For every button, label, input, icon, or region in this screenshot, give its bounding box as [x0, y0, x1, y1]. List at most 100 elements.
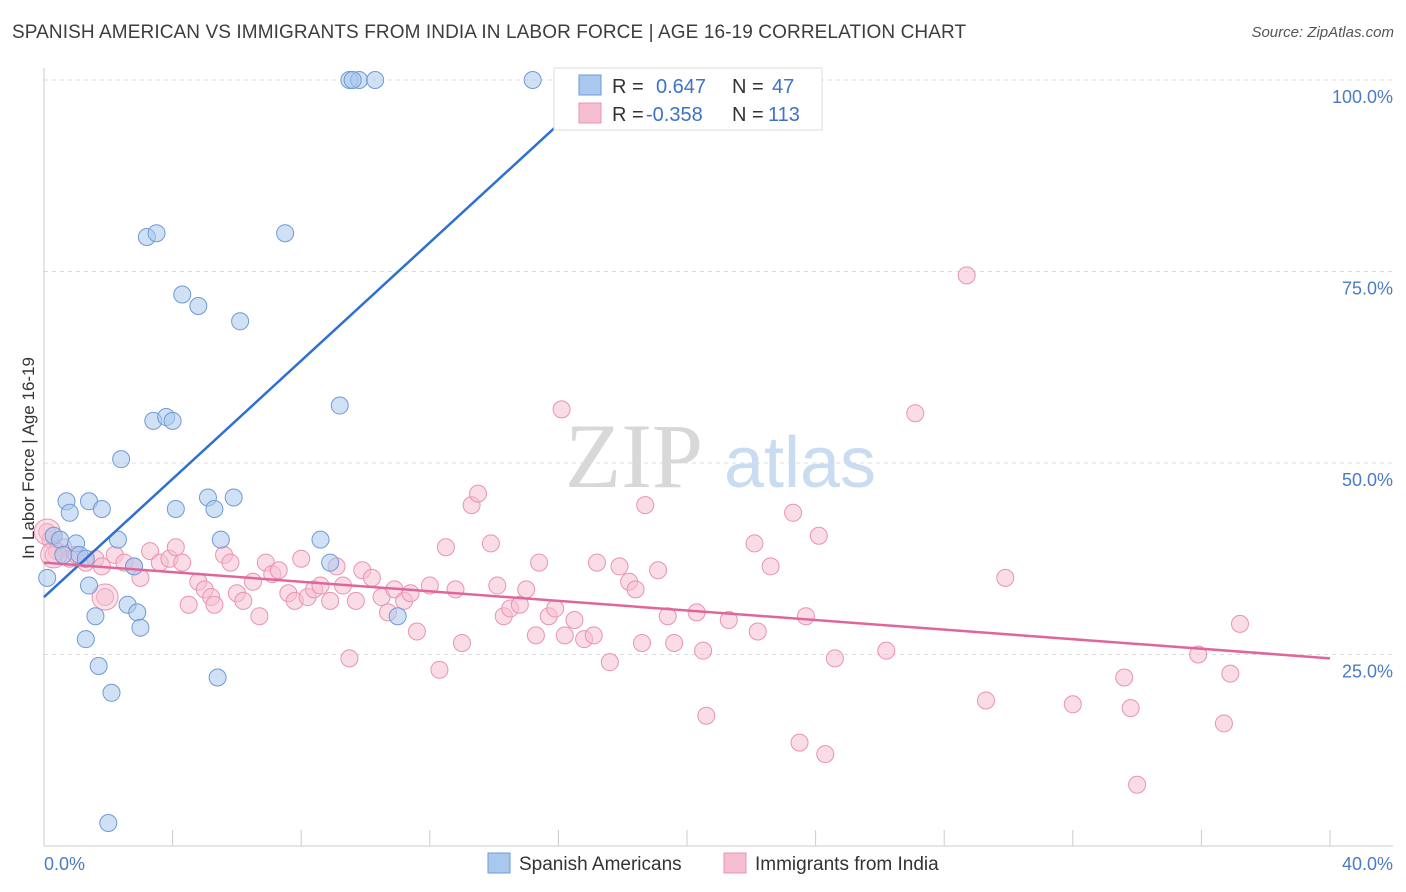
data-point	[38, 568, 57, 587]
bottom-legend-swatch-india	[723, 852, 747, 874]
y-tick-label: 75.0%	[1342, 279, 1393, 299]
data-point	[362, 568, 381, 587]
data-point	[587, 553, 606, 572]
data-point	[89, 656, 108, 675]
y-tick-label: 100.0%	[1332, 87, 1393, 107]
y-axis-label: In Labor Force | Age 16-19	[19, 357, 38, 559]
data-point	[600, 653, 619, 672]
trend-line-1	[43, 561, 1331, 660]
data-point	[510, 595, 529, 614]
data-point	[166, 499, 185, 518]
data-point	[208, 668, 227, 687]
x-tick-max: 40.0%	[1342, 854, 1393, 874]
data-point	[517, 580, 536, 599]
data-point	[552, 400, 571, 419]
data-point	[340, 649, 359, 668]
legend-r-label-2: R =	[612, 104, 644, 126]
data-point	[243, 572, 262, 591]
data-point	[584, 626, 603, 645]
data-point	[481, 534, 500, 553]
data-point	[906, 404, 925, 423]
trend-line-0	[43, 79, 608, 598]
data-point	[311, 530, 330, 549]
data-point	[555, 626, 574, 645]
data-point	[825, 649, 844, 668]
data-point	[311, 576, 330, 595]
series-legend: Spanish Americans Immigrants from India	[487, 852, 939, 875]
data-point	[469, 484, 488, 503]
data-point	[761, 557, 780, 576]
data-point	[173, 553, 192, 572]
legend-n-label-1: N =	[732, 76, 764, 98]
data-point	[816, 745, 835, 764]
data-point	[452, 634, 471, 653]
data-point	[112, 450, 131, 469]
gridlines	[44, 79, 1393, 655]
x-tick-min: 0.0%	[44, 854, 85, 874]
data-point	[430, 660, 449, 679]
data-point	[610, 557, 629, 576]
data-point	[446, 580, 465, 599]
bottom-legend-spanish: Spanish Americans	[519, 854, 682, 875]
data-point	[809, 526, 828, 545]
data-point	[1128, 775, 1147, 794]
data-point	[649, 561, 668, 580]
stats-legend: R = 0.647 N = 47 R = -0.358 N = 113	[553, 67, 823, 131]
data-point	[1063, 695, 1082, 714]
data-point	[321, 553, 340, 572]
data-point	[697, 706, 716, 725]
data-point	[526, 626, 545, 645]
data-point	[401, 584, 420, 603]
data-point	[166, 538, 185, 557]
spanish-points	[38, 71, 542, 833]
data-point	[658, 607, 677, 626]
legend-n-spanish: 47	[772, 76, 794, 98]
data-point	[96, 588, 115, 607]
data-point	[211, 530, 230, 549]
data-point	[636, 496, 655, 515]
data-point	[80, 576, 99, 595]
axes	[43, 68, 1393, 847]
data-point	[343, 71, 362, 89]
data-point	[530, 553, 549, 572]
data-point	[292, 549, 311, 568]
data-point	[388, 607, 407, 626]
data-point	[1221, 664, 1240, 683]
data-point	[221, 553, 240, 572]
data-point	[125, 557, 144, 576]
data-point	[128, 603, 147, 622]
data-point	[51, 530, 70, 549]
data-point	[86, 607, 105, 626]
data-point	[790, 733, 809, 752]
bottom-legend-swatch-spanish	[487, 852, 511, 874]
legend-n-label-2: N =	[732, 104, 764, 126]
legend-r-spanish: 0.647	[656, 76, 706, 98]
data-point	[250, 607, 269, 626]
data-point	[173, 285, 192, 304]
data-point	[877, 641, 896, 660]
data-point	[546, 599, 565, 618]
data-point	[99, 814, 118, 833]
data-point	[76, 630, 95, 649]
data-point	[224, 488, 243, 507]
data-point	[205, 595, 224, 614]
legend-r-india: -0.358	[646, 104, 703, 126]
data-point	[108, 530, 127, 549]
data-point	[131, 618, 150, 637]
y-tick-label: 25.0%	[1342, 662, 1393, 682]
data-point-large	[91, 583, 119, 611]
india-points	[33, 266, 1249, 794]
data-point	[205, 499, 224, 518]
data-point	[141, 542, 160, 561]
data-point	[346, 591, 365, 610]
data-point	[523, 71, 542, 89]
data-point	[957, 266, 976, 285]
data-point	[1115, 668, 1134, 687]
data-point	[694, 641, 713, 660]
data-point	[1230, 614, 1249, 633]
data-point	[330, 396, 349, 415]
bottom-legend-india: Immigrants from India	[755, 854, 939, 875]
data-point	[1121, 699, 1140, 718]
data-point	[321, 591, 340, 610]
legend-r-label-1: R =	[612, 76, 644, 98]
